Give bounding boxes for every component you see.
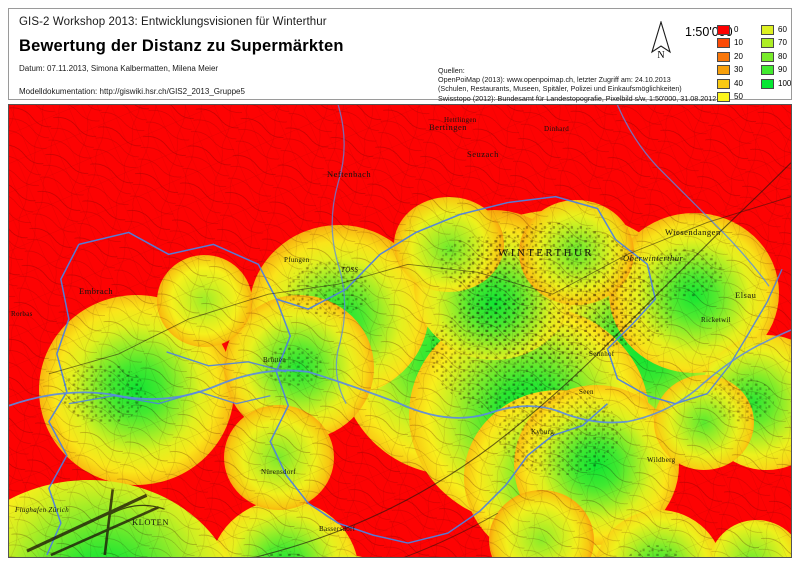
legend-item: 20 <box>717 50 743 63</box>
legend-label-60: 60 <box>778 24 787 34</box>
sources-line-1: OpenPoiMap (2013): www.openpoimap.ch, le… <box>438 75 671 85</box>
legend-item: 40 <box>717 77 743 90</box>
north-arrow-icon <box>651 21 671 54</box>
poster-header: GIS-2 Workshop 2013: Entwicklungsvisione… <box>8 8 792 103</box>
legend-label-80: 80 <box>778 51 787 61</box>
legend-swatch-30 <box>717 65 730 76</box>
legend-label-0: 0 <box>734 24 739 34</box>
legend-label-90: 90 <box>778 65 787 75</box>
legend-label-40: 40 <box>734 78 743 88</box>
map-boundary-lines <box>9 105 791 557</box>
legend-swatch-100 <box>761 78 774 89</box>
legend-label-30: 30 <box>734 65 743 75</box>
legend-swatch-50 <box>717 92 730 103</box>
legend-label-70: 70 <box>778 38 787 48</box>
north-arrow-label: N <box>657 50 665 61</box>
legend-item: 70 <box>761 37 791 50</box>
map-airport-runways <box>26 489 165 557</box>
legend-swatch-80 <box>761 51 774 62</box>
legend-swatch-70 <box>761 38 774 49</box>
legend-item: 80 <box>761 50 791 63</box>
legend-swatch-20 <box>717 51 730 62</box>
legend-item: 30 <box>717 64 743 77</box>
legend-item: 60 <box>761 23 791 36</box>
legend-item: 0 <box>717 23 743 36</box>
map-canvas[interactable]: WINTERTHUR Oberwinterthur Wiesendangen N… <box>8 104 792 558</box>
date-authors: Datum: 07.11.2013, Simona Kalbermatten, … <box>19 64 219 73</box>
legend-label-10: 10 <box>734 38 743 48</box>
legend-column-left: 0 10 20 30 40 <box>717 23 743 105</box>
legend-swatch-60 <box>761 24 774 35</box>
north-arrow: N <box>646 21 676 63</box>
model-documentation-link[interactable]: Modelldokumentation: http://giswiki.hsr.… <box>19 87 245 96</box>
legend-item: 90 <box>761 64 791 77</box>
sources-line-2: (Schulen, Restaurants, Museen, Spitäler,… <box>438 84 682 94</box>
legend: 0 10 20 30 40 <box>717 23 800 103</box>
legend-item: 50 <box>717 91 743 104</box>
legend-swatch-10 <box>717 38 730 49</box>
legend-label-100: 100 <box>778 78 792 88</box>
sources-block: Quellen: OpenPoiMap (2013): www.openpoim… <box>438 66 716 103</box>
legend-label-50: 50 <box>734 92 743 102</box>
sources-heading: Quellen: <box>438 66 465 75</box>
legend-label-20: 20 <box>734 51 743 61</box>
legend-swatch-0 <box>717 24 730 35</box>
workshop-subtitle: GIS-2 Workshop 2013: Entwicklungsvisione… <box>19 16 327 28</box>
page-title: Bewertung der Distanz zu Supermärkten <box>19 37 344 55</box>
legend-column-right: 60 70 80 90 100 <box>761 23 791 91</box>
sources-line-3: Swisstopo (2012): Bundesamt für Landesto… <box>438 93 717 103</box>
legend-swatch-40 <box>717 78 730 89</box>
legend-item: 10 <box>717 37 743 50</box>
legend-swatch-90 <box>761 65 774 76</box>
legend-item: 100 <box>761 77 791 90</box>
